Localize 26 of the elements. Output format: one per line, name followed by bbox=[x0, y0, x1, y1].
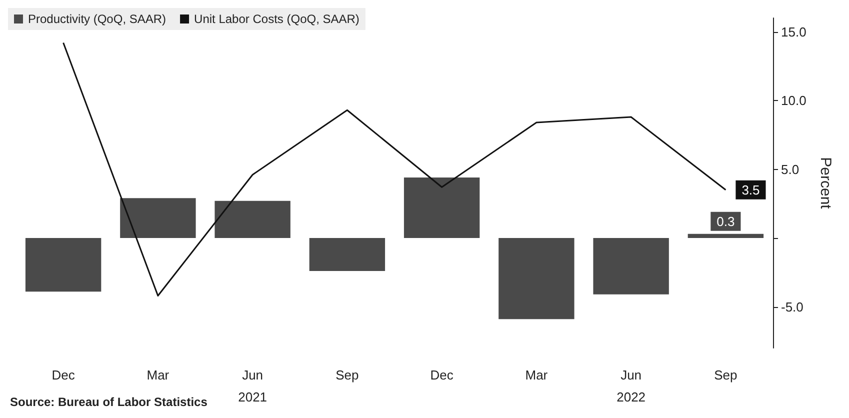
y-tick-label: 10.0 bbox=[781, 93, 806, 108]
legend-label: Unit Labor Costs (QoQ, SAAR) bbox=[194, 12, 360, 26]
x-tick-label: Jun 2021 bbox=[238, 368, 268, 404]
bar bbox=[593, 238, 669, 294]
data-label: 3.5 bbox=[742, 182, 760, 198]
x-tick-label: Dec bbox=[430, 368, 454, 382]
bar bbox=[309, 238, 386, 271]
x-tick-label: Jun 2022 bbox=[616, 368, 646, 404]
bar bbox=[25, 238, 102, 292]
bar bbox=[214, 200, 290, 238]
legend-label: Productivity (QoQ, SAAR) bbox=[28, 12, 166, 26]
bar bbox=[120, 198, 196, 238]
x-tick-label: Mar bbox=[146, 368, 170, 382]
y-tick-label: -5.0 bbox=[781, 299, 804, 314]
bar bbox=[688, 234, 764, 238]
y-tick-label: 15.0 bbox=[781, 24, 806, 40]
x-tick-label: Mar bbox=[525, 368, 548, 382]
x-tick-label: Sep bbox=[714, 368, 738, 382]
bar bbox=[498, 238, 574, 320]
source-note: Source: Bureau of Labor Statistics bbox=[10, 395, 208, 409]
y-tick-label: 5.0 bbox=[781, 162, 800, 177]
y-axis-title: Percent bbox=[817, 157, 834, 210]
bar bbox=[404, 178, 480, 238]
x-tick-label: Sep bbox=[336, 368, 359, 382]
data-label: 0.3 bbox=[716, 214, 735, 229]
x-tick-label: Dec bbox=[52, 368, 76, 382]
